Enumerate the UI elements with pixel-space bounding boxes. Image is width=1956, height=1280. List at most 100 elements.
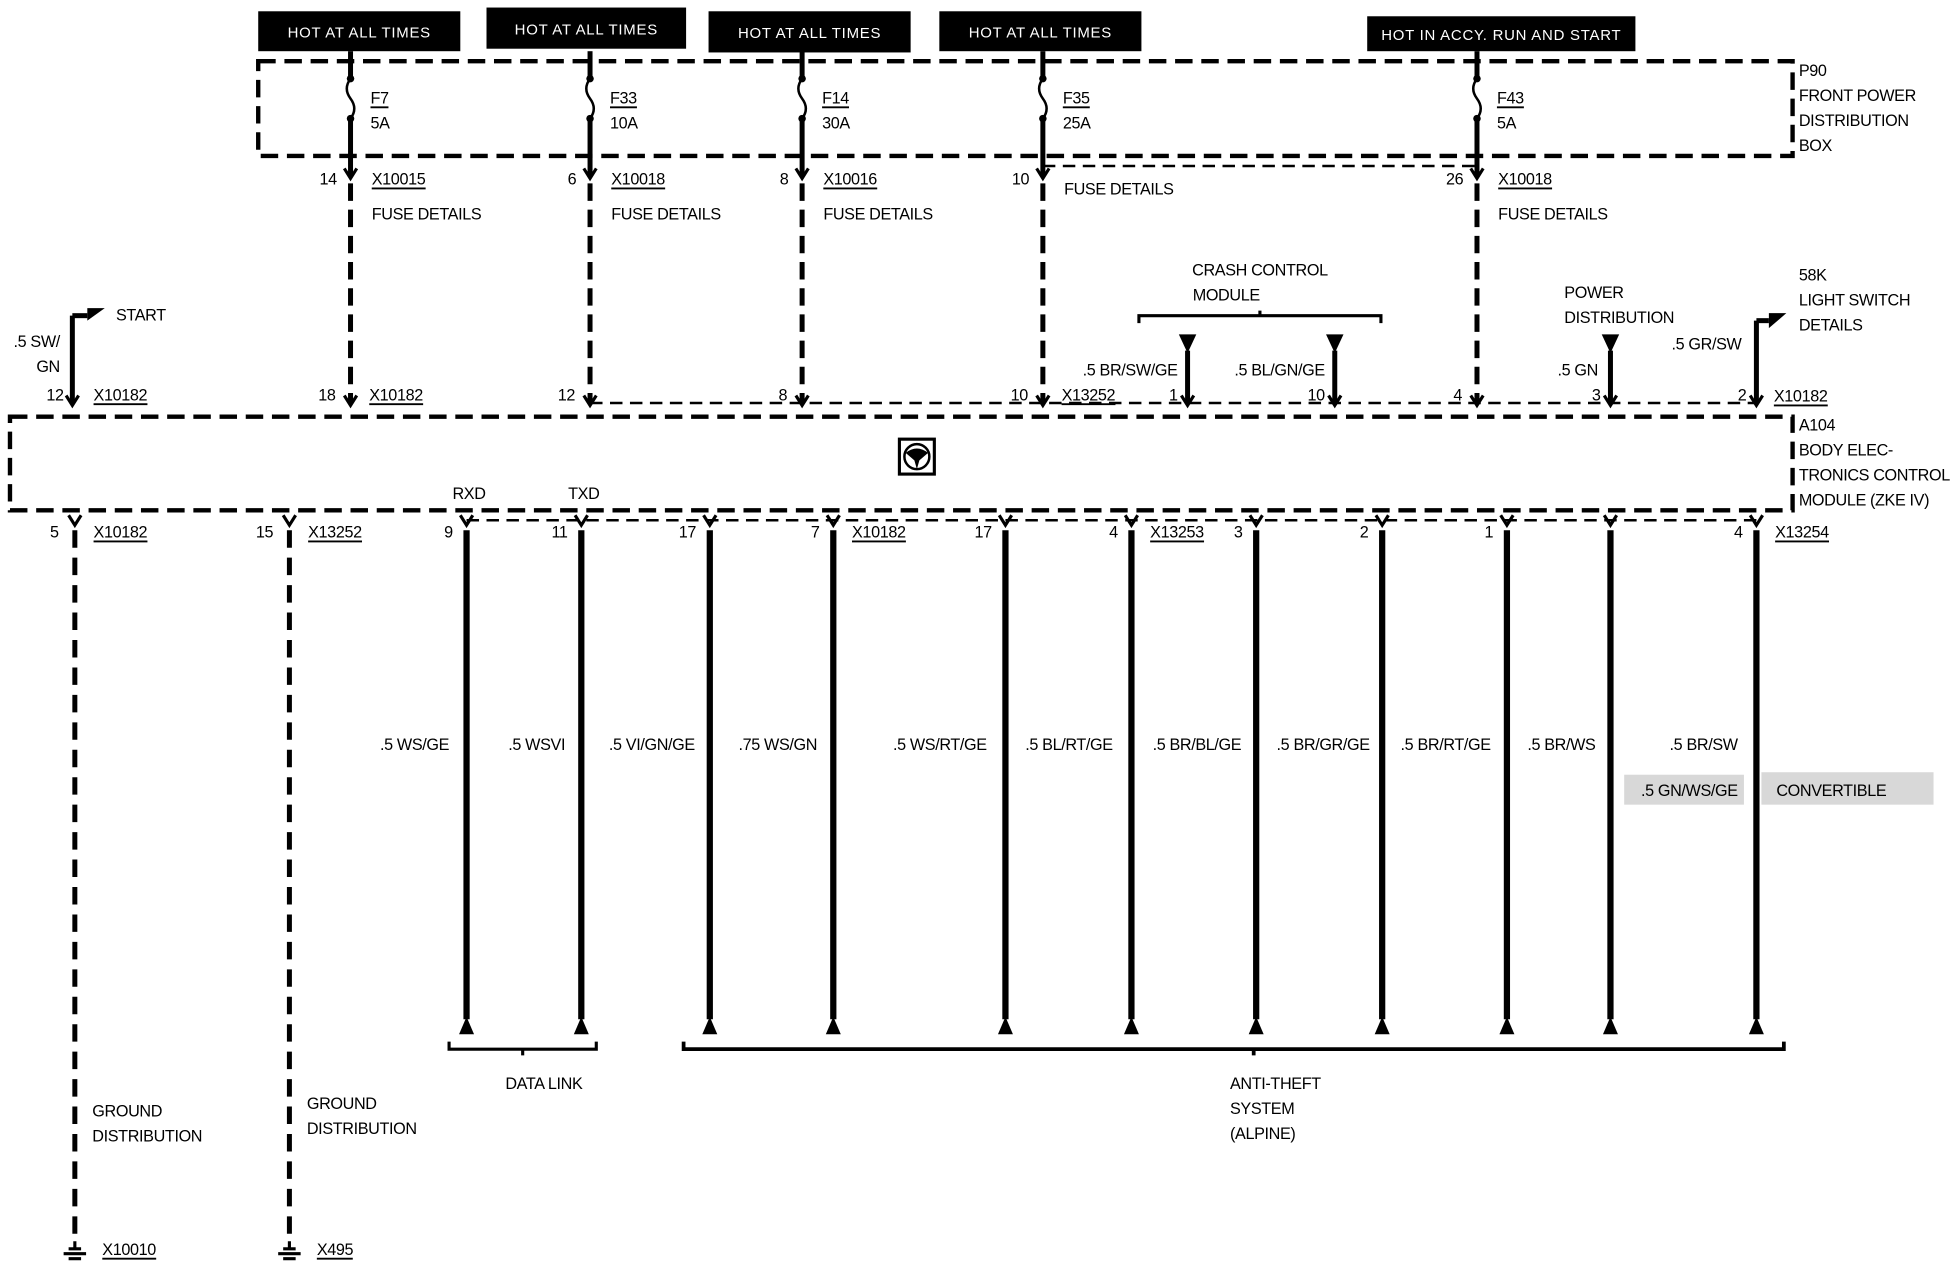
- connector-pin-icon: [1469, 167, 1485, 182]
- ground-connector-id: X10010: [102, 1241, 156, 1259]
- signal-label: RXD: [452, 485, 485, 503]
- fuse-box-label: BOX: [1799, 137, 1833, 155]
- connector-pin-icon: [1180, 394, 1196, 409]
- power-banner: [258, 11, 461, 52]
- arrow-up-icon: [1123, 1016, 1139, 1035]
- connector-pin-icon: [794, 167, 810, 182]
- anti-theft-bracket: [681, 1041, 1786, 1056]
- fuse-id: F43: [1497, 90, 1524, 108]
- connector-pin-icon: [342, 394, 359, 409]
- power-banner-label: HOT AT ALL TIMES: [515, 21, 658, 38]
- connector-pin-icon: [702, 514, 718, 529]
- module-outline: [7, 414, 1795, 513]
- pin-number: 10: [1011, 386, 1029, 404]
- pin-number: 4: [1453, 386, 1462, 404]
- pin-number: 9: [444, 524, 453, 542]
- arrow-up-icon: [459, 1016, 475, 1035]
- fuse-terminal: [798, 74, 806, 83]
- connector-id: X10182: [369, 386, 423, 404]
- arrow-up-icon: [702, 1016, 718, 1035]
- fuse-rating: 30A: [822, 115, 850, 133]
- connector-pin-icon: [1499, 514, 1515, 529]
- connector-pin-icon: [64, 394, 80, 409]
- pin-number: 26: [1446, 171, 1464, 189]
- connector-id: X13252: [308, 524, 362, 542]
- ground-label: GROUND: [307, 1095, 377, 1113]
- connector-pin-icon: [1469, 394, 1485, 409]
- pin-number: 17: [679, 524, 697, 542]
- wire-label: .5 VI/GN/GE: [609, 736, 695, 754]
- pin-number: 8: [780, 171, 789, 189]
- arrow-down-icon: [1601, 334, 1620, 354]
- arrow-up-icon: [825, 1016, 841, 1035]
- fuse-id: F7: [370, 90, 389, 108]
- connector-id: X13253: [1150, 524, 1204, 542]
- pin-number: 11: [552, 524, 568, 542]
- arrow-up-icon: [573, 1016, 589, 1035]
- pin-number: 15: [256, 524, 274, 542]
- pin-number: 14: [320, 171, 338, 189]
- pin-number: 2: [1360, 524, 1369, 542]
- pin-number: 3: [1592, 386, 1601, 404]
- connector-pin-icon: [1035, 167, 1051, 182]
- fuse-box-label: P90: [1799, 62, 1827, 80]
- fuse-details-label: FUSE DETAILS: [611, 206, 721, 224]
- wire-label: .5 WS/RT/GE: [893, 736, 987, 754]
- anti-theft-label: ANTI-THEFT: [1230, 1075, 1321, 1093]
- power-banner-label: HOT AT ALL TIMES: [288, 24, 431, 41]
- ground-label: DISTRIBUTION: [307, 1120, 417, 1138]
- connector-id: X10016: [823, 171, 877, 189]
- connector-id: X10182: [94, 386, 148, 404]
- wire-label: .5 GN/WS/GE: [1641, 782, 1738, 800]
- arrow-up-icon: [997, 1016, 1013, 1035]
- connector-id: X10182: [852, 524, 906, 542]
- connector-id: X10182: [1774, 388, 1828, 406]
- light-switch-label: LIGHT SWITCH: [1799, 292, 1910, 310]
- arrow-down-icon: [1326, 334, 1344, 354]
- wire-label: .5 BR/GR/GE: [1277, 736, 1371, 754]
- fuse-rating: 25A: [1063, 115, 1091, 133]
- steering-wheel-icon: [905, 448, 929, 470]
- connector-pin-icon: [1123, 514, 1139, 529]
- pin-number: 8: [778, 386, 787, 404]
- fuse-rating: 10A: [610, 115, 638, 133]
- pin-number: 10: [1012, 171, 1030, 189]
- wire-label: .5 GN: [1558, 362, 1598, 380]
- power-distribution-label: DISTRIBUTION: [1564, 309, 1674, 327]
- wire-label: .5 BR/WS: [1527, 736, 1596, 754]
- fuse-id: F35: [1063, 90, 1090, 108]
- fuse-details-label: FUSE DETAILS: [1064, 181, 1174, 199]
- power-banner: [939, 11, 1142, 52]
- wire-label: .5 WSVI: [508, 736, 565, 754]
- pin-number: 7: [811, 524, 820, 542]
- data-link-label: DATA LINK: [505, 1075, 583, 1093]
- anti-theft-label: SYSTEM: [1230, 1100, 1294, 1118]
- arrow-up-icon: [1248, 1016, 1264, 1035]
- wire-label: .5 GR/SW: [1672, 335, 1743, 353]
- shaded-note: [1624, 774, 1744, 805]
- connector-pin-icon: [281, 514, 297, 529]
- connector-id: X10182: [94, 524, 148, 542]
- wire-label: .75 WS/GN: [739, 736, 818, 754]
- power-banner: [1367, 16, 1636, 52]
- pin-number: 4: [1109, 524, 1118, 542]
- module-label: A104: [1799, 416, 1836, 434]
- connector-pin-icon: [1602, 514, 1619, 529]
- connector-pin-icon: [582, 394, 598, 409]
- ground-icon: [63, 1241, 87, 1261]
- shaded-note: [1761, 772, 1934, 805]
- fuse-icon: [1037, 77, 1048, 120]
- crash-module-label: MODULE: [1193, 287, 1261, 305]
- ground-icon: [278, 1241, 301, 1261]
- fuse-box-label: DISTRIBUTION: [1799, 112, 1909, 130]
- fuse-box-outline: [256, 59, 1795, 159]
- wire-label: .5 BL/GN/GE: [1234, 362, 1325, 380]
- fuse-details-label: FUSE DETAILS: [1498, 206, 1608, 224]
- fuse-terminal: [346, 74, 355, 83]
- wire-label: .5 BR/RT/GE: [1401, 736, 1492, 754]
- fuse-rating: 5A: [370, 115, 390, 133]
- connector-pin-icon: [582, 167, 598, 182]
- module-label: TRONICS CONTROL: [1799, 466, 1950, 484]
- connector-pin-icon: [1248, 514, 1264, 529]
